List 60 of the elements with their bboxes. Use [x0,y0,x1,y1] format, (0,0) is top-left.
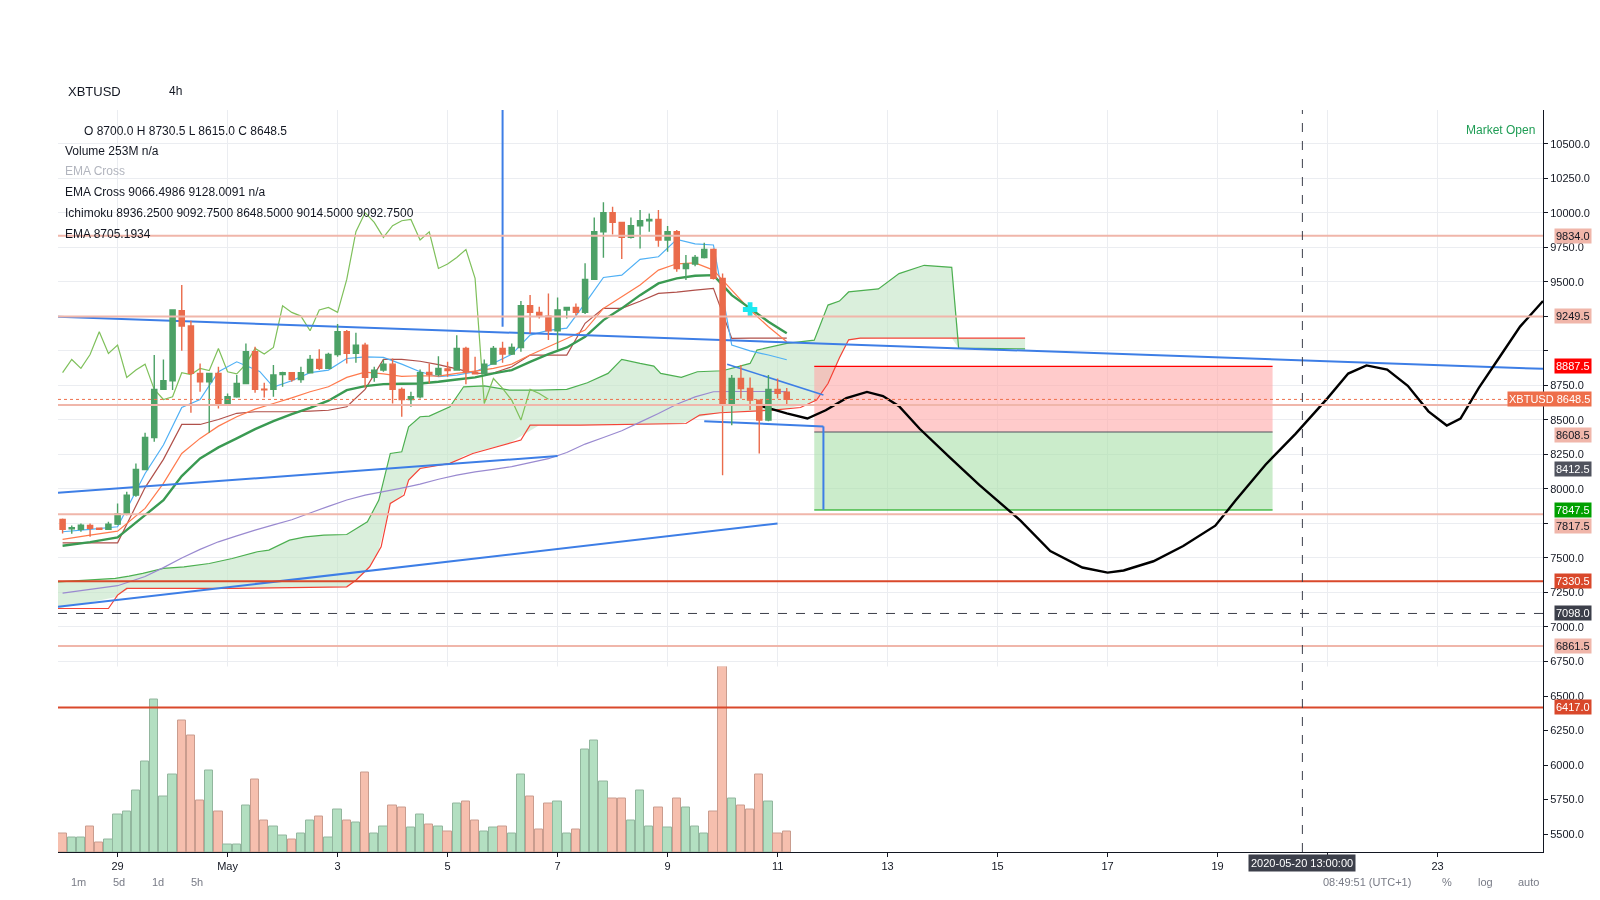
x-tick-label: 15 [991,860,1004,873]
ref-line-label: 6417.0 [1556,701,1590,713]
x-tick-label: 17 [1101,860,1114,873]
annotation: EMA Cross 9066.4986 9128.0091 n/a [65,185,266,199]
y-tick-label: 10500.0 [1550,137,1590,150]
y-tick-label: 8750.0 [1550,379,1584,392]
annotation: EMA 8705.1934 [65,227,151,241]
x-tick-label: 5 [444,860,451,873]
x-tick-label: 29 [111,860,124,873]
ref-line-label: 7098.0 [1556,607,1590,619]
y-tick-label: 7500.0 [1550,551,1584,564]
ref-line-label: 2020-05-20 13:00:00 [1251,857,1354,869]
x-tick-label: 23 [1431,860,1444,873]
text: XBTUSD [68,84,121,99]
text: % [1442,876,1452,888]
text: 5h [191,876,204,888]
y-tick-label: 8500.0 [1550,413,1584,426]
y-tick-label: 9500.0 [1550,275,1584,288]
y-tick-label: 10000.0 [1550,206,1590,219]
annotation: Market Open [1466,123,1536,137]
text: auto [1518,876,1540,888]
y-tick-label: 6500.0 [1550,689,1584,702]
annotation: Volume 253M n/a [65,144,159,158]
y-tick-label: 6250.0 [1550,724,1584,737]
text: 4h [169,84,183,98]
annotation: Ichimoku 8936.2500 9092.7500 8648.5000 9014.5000 9092.7500 [65,206,414,220]
ref-line-label: XBTUSD 8648.5 [1509,393,1591,405]
text: log [1478,876,1493,888]
x-tick-label: 11 [771,860,784,873]
x-tick-label: 13 [881,860,894,873]
text: 1m [71,876,87,888]
annotation: O 8700.0 H 8730.5 L 8615.0 C 8648.5 [84,124,288,138]
y-tick-label: 7000.0 [1550,620,1584,633]
ref-line-label: 7817.5 [1556,520,1590,532]
y-tick-label: 5500.0 [1550,827,1584,840]
ref-line-label: 9249.5 [1556,310,1590,322]
y-tick-label: 10250.0 [1550,172,1590,185]
text: 5d [113,876,126,888]
x-tick-label: 19 [1211,860,1224,873]
ref-line-label: 7330.5 [1556,575,1590,587]
text: 7847.5 [1556,504,1590,516]
y-tick-label: 7250.0 [1550,586,1584,599]
y-tick-label: 9750.0 [1550,241,1584,254]
text: 8412.5 [1556,463,1590,475]
x-tick-label: 9 [664,860,671,873]
ref-line-label: 6861.5 [1556,640,1590,652]
text: 1d [152,876,165,888]
y-tick-label: 8000.0 [1550,482,1584,495]
y-tick-label: 5750.0 [1550,793,1584,806]
x-tick-label: May [217,860,239,873]
y-tick-label: 8250.0 [1550,448,1584,461]
x-tick-label: 7 [554,860,561,873]
text: 8887.5 [1556,360,1590,372]
y-tick-label: 6000.0 [1550,758,1584,771]
y-tick-label: 6750.0 [1550,655,1584,668]
text: 08:49:51 (UTC+1) [1323,876,1412,888]
ref-line-label: 8608.5 [1556,429,1590,441]
annotation: EMA Cross [65,164,126,178]
ref-line-label: 9834.0 [1556,230,1590,242]
x-tick-label: 3 [334,860,341,873]
